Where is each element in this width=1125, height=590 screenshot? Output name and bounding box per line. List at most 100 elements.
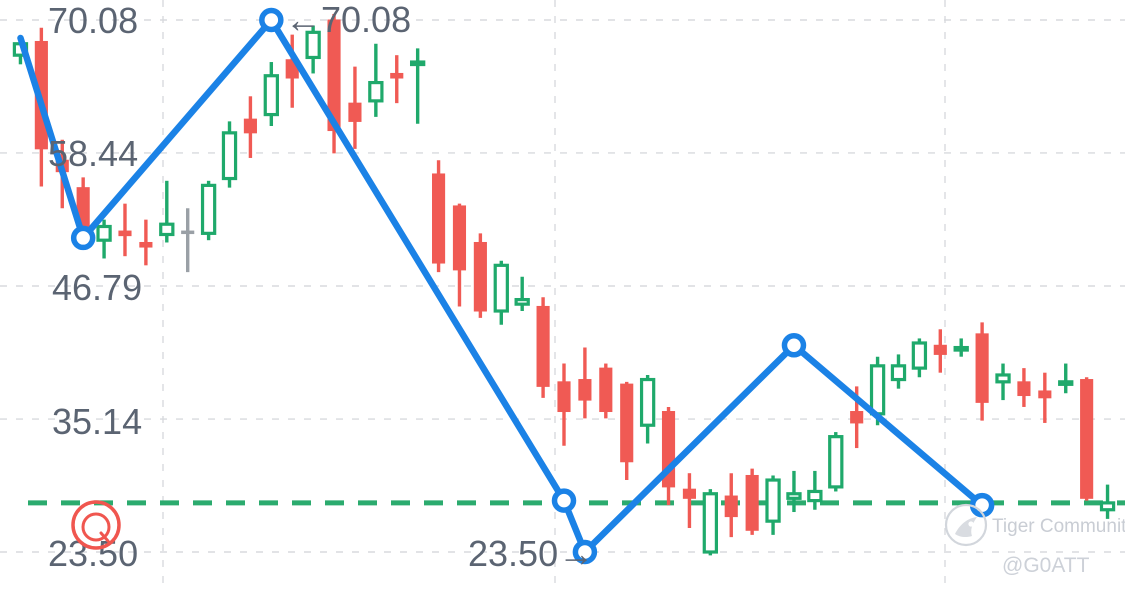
- candlestick: [305, 25, 321, 74]
- candle-body-bullish: [995, 373, 1011, 384]
- candle-body-bearish: [850, 411, 864, 424]
- candlestick: [745, 468, 759, 535]
- annotation-swing-low: 23.50→: [468, 533, 594, 574]
- candlestick: [953, 338, 969, 357]
- candle-body-bearish: [557, 381, 571, 413]
- zigzag-trendline: [17, 7, 995, 565]
- candlestick: [933, 329, 947, 373]
- candlestick: [661, 406, 676, 506]
- candlestick: [1038, 372, 1052, 423]
- candle-body-bearish: [536, 305, 550, 387]
- candle-body-bullish: [953, 345, 969, 352]
- y-axis-tick-70: 70.08: [48, 0, 138, 41]
- candlestick: [96, 219, 112, 259]
- candle-body-bullish: [765, 478, 781, 523]
- candle-body-bearish: [599, 367, 613, 413]
- candlestick: [890, 354, 907, 389]
- candlestick: [368, 43, 384, 117]
- candlestick: [243, 96, 257, 158]
- tiger-logo-icon: [944, 503, 988, 547]
- candle-body-bullish: [786, 492, 802, 500]
- candlestick: [473, 233, 487, 318]
- candle-body-bullish: [911, 341, 928, 370]
- candle-body-bearish: [933, 344, 947, 355]
- candlestick: [493, 260, 509, 325]
- candle-body-bearish: [139, 241, 153, 248]
- candlestick: [409, 48, 426, 124]
- candlestick: [514, 276, 530, 312]
- candlestick: [911, 338, 928, 378]
- watermark-handle: @G0ATT: [1002, 554, 1090, 577]
- watermark: Tiger Community @G0ATT: [944, 503, 1125, 577]
- candle-body-bullish: [305, 30, 321, 60]
- candlestick: [1099, 484, 1116, 519]
- candlestick: [139, 219, 153, 266]
- q-logo-icon: [71, 500, 121, 550]
- candlestick: [1058, 363, 1074, 394]
- candle-body-bullish: [221, 131, 238, 181]
- candlestick: [807, 470, 823, 510]
- candle-body-bearish: [620, 383, 634, 463]
- candle-body-bearish: [452, 205, 467, 271]
- candle-body-bullish: [263, 74, 279, 117]
- candlestick: [181, 208, 195, 273]
- candle-body-bearish: [682, 488, 696, 499]
- candlestick-series: [12, 14, 1116, 556]
- candle-body-bearish: [1038, 390, 1052, 399]
- y-axis-tick-46: 46.79: [52, 267, 142, 308]
- candlestick: [975, 322, 989, 421]
- zigzag-pivot-marker: [70, 225, 96, 251]
- candle-body-bearish: [432, 173, 446, 264]
- candle-body-neutral: [181, 230, 195, 235]
- candlestick: [432, 160, 446, 273]
- candle-body-bullish: [200, 183, 217, 235]
- candle-body-bearish: [327, 19, 341, 132]
- candlestick: [639, 374, 656, 444]
- candle-body-bearish: [1080, 379, 1094, 499]
- candle-body-bearish: [745, 474, 759, 531]
- candlestick: [221, 121, 238, 188]
- candlestick: [765, 475, 781, 535]
- candle-body-bullish: [1058, 380, 1074, 386]
- candlestick: [390, 55, 404, 104]
- candle-body-bearish: [243, 118, 257, 134]
- candle-body-bearish: [118, 230, 132, 237]
- candle-body-bullish: [639, 377, 656, 427]
- candle-body-bearish: [473, 241, 487, 312]
- candlestick: [118, 203, 132, 257]
- y-axis-tick-35: 35.14: [52, 401, 142, 442]
- candlestick: [995, 363, 1011, 401]
- candle-body-bullish: [828, 435, 844, 489]
- candlestick: [327, 14, 341, 154]
- candlestick: [620, 381, 634, 481]
- candle-body-bullish: [702, 492, 719, 554]
- candle-body-bullish: [514, 297, 530, 306]
- candlestick: [159, 180, 175, 243]
- annotation-swing-high: ←70.08: [285, 0, 411, 40]
- candlestick: [1080, 377, 1094, 501]
- candlestick: [557, 363, 571, 446]
- candle-body-bearish: [578, 379, 592, 401]
- zigzag-pivot-marker: [572, 539, 598, 565]
- candlestick: [578, 347, 592, 419]
- candle-body-bearish: [975, 333, 989, 403]
- candlestick: [452, 203, 467, 307]
- candle-body-bullish: [159, 222, 175, 237]
- candle-body-bullish: [869, 364, 886, 416]
- candlestick: [1017, 368, 1031, 407]
- zigzag-pivot-marker: [551, 488, 577, 513]
- candle-body-bullish: [368, 80, 384, 103]
- candle-body-bearish: [390, 72, 404, 79]
- candlestick: [828, 432, 844, 492]
- candlestick: [599, 363, 613, 419]
- candlestick: [263, 62, 279, 126]
- candlestick: [724, 473, 738, 538]
- candle-body-bullish: [890, 364, 907, 382]
- zigzag-pivot-marker: [259, 7, 284, 33]
- candle-body-bullish: [1099, 501, 1116, 512]
- candle-body-bullish: [409, 60, 426, 67]
- candle-body-bearish: [348, 102, 362, 122]
- candlestick: [682, 473, 696, 529]
